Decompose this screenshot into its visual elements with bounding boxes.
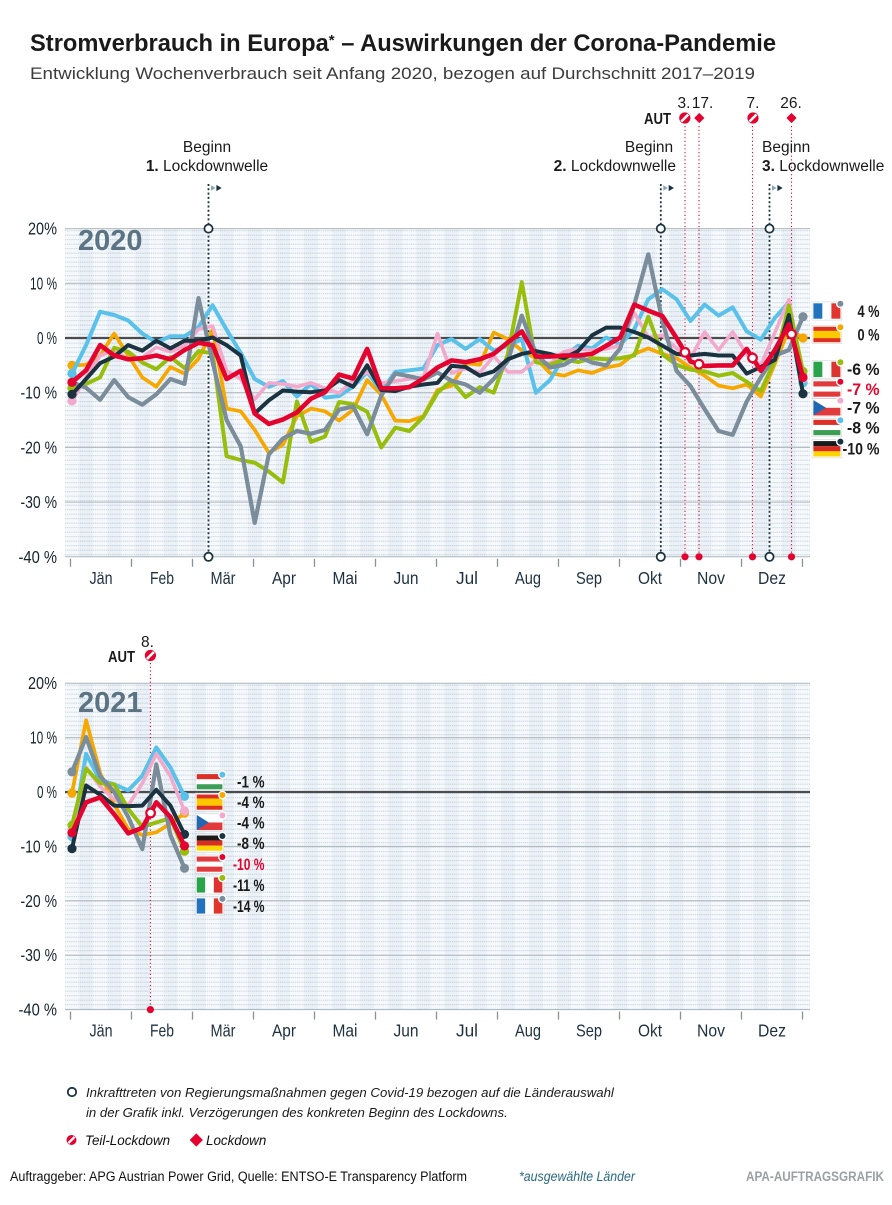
svg-text:-7 %: -7 % (847, 399, 880, 418)
svg-text:Beginn: Beginn (183, 139, 231, 156)
svg-text:-10 %: -10 % (233, 855, 265, 874)
svg-text:Nov: Nov (697, 1021, 725, 1041)
svg-text:17.: 17. (692, 95, 714, 112)
svg-text:-7 %: -7 % (847, 380, 880, 399)
svg-text:2. Lockdownwelle: 2. Lockdownwelle (554, 158, 676, 175)
svg-text:Teil-Lockdown: Teil-Lockdown (85, 1133, 170, 1148)
svg-text:Mai: Mai (333, 1021, 358, 1041)
svg-text:Beginn: Beginn (625, 139, 673, 156)
svg-text:Jul: Jul (456, 1021, 478, 1041)
svg-text:AUT: AUT (644, 111, 671, 128)
svg-text:in der Grafik inkl. Verzögerun: in der Grafik inkl. Verzögerungen des ko… (86, 1105, 508, 1120)
svg-text:-11 %: -11 % (233, 876, 265, 895)
svg-text:-4 %: -4 % (237, 793, 265, 812)
svg-text:0 %: 0 % (37, 782, 57, 802)
svg-text:0 %: 0 % (37, 328, 57, 348)
svg-text:AUT: AUT (108, 649, 135, 666)
svg-text:Lockdown: Lockdown (206, 1133, 266, 1148)
svg-text:Okt: Okt (638, 1021, 662, 1041)
svg-text:Feb: Feb (150, 568, 174, 588)
svg-text:Sep: Sep (576, 1021, 602, 1041)
svg-text:10 %: 10 % (30, 273, 57, 293)
svg-text:Jul: Jul (456, 568, 478, 588)
svg-text:*ausgewählte Länder: *ausgewählte Länder (519, 1169, 635, 1184)
svg-text:-10 %: -10 % (21, 836, 58, 856)
svg-text:Okt: Okt (638, 568, 662, 588)
svg-text:Jun: Jun (394, 568, 419, 588)
svg-text:-40 %: -40 % (19, 547, 58, 567)
svg-text:Dez: Dez (758, 1021, 786, 1041)
svg-text:-40 %: -40 % (19, 1000, 58, 1020)
svg-text:1. Lockdownwelle: 1. Lockdownwelle (146, 158, 268, 175)
svg-text:-20 %: -20 % (21, 891, 58, 911)
svg-text:-30 %: -30 % (21, 945, 58, 965)
svg-text:Entwicklung Wochenverbrauch se: Entwicklung Wochenverbrauch seit Anfang … (30, 64, 755, 83)
svg-text:2021: 2021 (78, 687, 143, 719)
svg-text:-14 %: -14 % (233, 897, 265, 916)
svg-text:0 %: 0 % (858, 325, 880, 344)
svg-text:Mai: Mai (333, 568, 358, 588)
svg-text:-8 %: -8 % (237, 834, 265, 853)
svg-text:-20 %: -20 % (21, 437, 58, 457)
svg-text:Stromverbrauch in Europa* – Au: Stromverbrauch in Europa* – Auswirkungen… (30, 31, 776, 57)
svg-text:8.: 8. (141, 634, 154, 651)
svg-text:7.: 7. (747, 95, 760, 112)
svg-text:Feb: Feb (150, 1021, 174, 1041)
svg-text:3.: 3. (678, 95, 691, 112)
svg-text:Sep: Sep (576, 568, 602, 588)
svg-text:-8 %: -8 % (847, 418, 880, 437)
svg-text:20%: 20% (28, 219, 57, 239)
svg-text:3. Lockdownwelle: 3. Lockdownwelle (762, 158, 884, 175)
svg-text:-4 %: -4 % (237, 813, 265, 832)
svg-text:-6 %: -6 % (847, 360, 880, 379)
svg-text:Apr: Apr (272, 1021, 296, 1041)
svg-text:Nov: Nov (697, 568, 725, 588)
svg-text:4 %: 4 % (858, 302, 880, 321)
svg-text:Jun: Jun (394, 1021, 419, 1041)
svg-text:Aug: Aug (515, 568, 541, 588)
svg-text:Apr: Apr (272, 568, 296, 588)
svg-text:Jän: Jän (90, 1021, 113, 1041)
svg-text:Dez: Dez (758, 568, 786, 588)
svg-text:Aug: Aug (515, 1021, 541, 1041)
svg-text:APA-AUFTRAGSGRAFIK: APA-AUFTRAGSGRAFIK (746, 1169, 884, 1184)
svg-text:20%: 20% (28, 673, 57, 693)
svg-text:2020: 2020 (78, 225, 143, 257)
svg-text:-30 %: -30 % (21, 492, 58, 512)
svg-text:Mär: Mär (211, 568, 236, 588)
svg-text:-10 %: -10 % (21, 383, 58, 403)
svg-text:10 %: 10 % (30, 728, 57, 748)
svg-text:-10 %: -10 % (843, 440, 880, 459)
svg-text:Jän: Jän (90, 568, 113, 588)
svg-text:-1 %: -1 % (237, 773, 265, 792)
svg-text:26.: 26. (780, 95, 802, 112)
svg-text:Inkrafttreten von Regierungsma: Inkrafttreten von Regierungsmaßnahmen ge… (86, 1085, 615, 1100)
svg-text:Beginn: Beginn (762, 139, 810, 156)
svg-text:Mär: Mär (211, 1021, 236, 1041)
svg-text:Auftraggeber: APG Austrian Pow: Auftraggeber: APG Austrian Power Grid, Q… (10, 1169, 467, 1184)
